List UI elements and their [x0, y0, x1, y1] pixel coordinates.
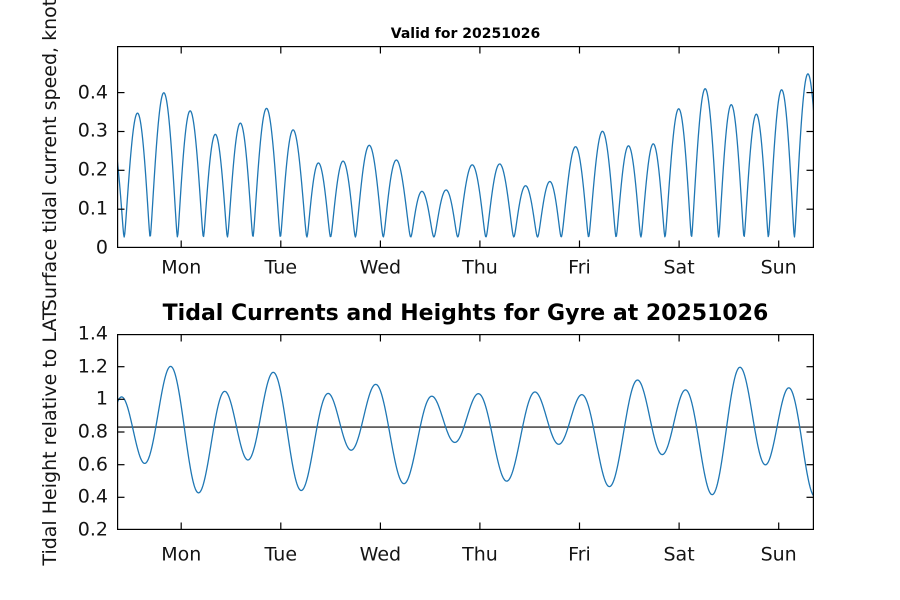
- top-chart-plot-area: [117, 46, 814, 248]
- top-chart-y-tick-label: 0.4: [77, 81, 108, 104]
- top-chart-y-tick-label: 0.3: [77, 119, 108, 142]
- top-chart-y-tick-label: 0: [95, 236, 108, 259]
- bottom-chart-x-tick-label: Tue: [264, 543, 298, 566]
- bottom-chart-x-tick-label: Sun: [760, 543, 797, 566]
- tide-height-curve: [117, 365, 814, 497]
- bottom-chart-y-tick-label: 1.2: [77, 355, 108, 378]
- top-chart-x-tick-label: Wed: [359, 256, 402, 279]
- bottom-chart-y-tick-label: 0.8: [77, 420, 108, 443]
- bottom-chart-x-tick-label: Fri: [568, 543, 591, 566]
- bottom-chart-y-tick-label: 1: [95, 387, 108, 410]
- top-chart-y-axis-label: Surface tidal current speed, knots: [39, 0, 61, 312]
- bottom-chart-x-tick-label: Wed: [359, 543, 402, 566]
- top-chart-x-tick-label: Sat: [663, 256, 695, 279]
- bottom-chart-y-tick-label: 0.6: [77, 453, 108, 476]
- bottom-chart-axes-box: [117, 334, 814, 530]
- top-chart-axes-box: [117, 46, 814, 248]
- bottom-chart-y-tick-label: 1.4: [77, 322, 108, 345]
- top-chart-x-tick-label: Sun: [760, 256, 797, 279]
- bottom-chart-title: Tidal Currents and Heights for Gyre at 2…: [162, 301, 769, 326]
- top-chart-x-tick-label: Tue: [264, 256, 298, 279]
- top-chart-title: Valid for 20251026: [390, 26, 541, 42]
- bottom-chart-x-tick-label: Thu: [462, 543, 498, 566]
- bottom-chart-y-tick-label: 0.4: [77, 485, 108, 508]
- top-chart-x-tick-label: Fri: [568, 256, 591, 279]
- bottom-chart-x-tick-label: Sat: [663, 543, 695, 566]
- bottom-chart-plot-area: [117, 334, 814, 530]
- bottom-chart-x-tick-label: Mon: [161, 543, 202, 566]
- top-chart-y-tick-label: 0.1: [77, 197, 108, 220]
- bottom-chart-y-tick-label: 0.2: [77, 518, 108, 541]
- top-chart-y-tick-label: 0.2: [77, 158, 108, 181]
- bottom-chart-y-axis-label: Tidal Height relative to LAT: [39, 308, 61, 566]
- top-chart-x-tick-label: Mon: [161, 256, 202, 279]
- current-speed-curve: [117, 73, 814, 238]
- top-chart-x-tick-label: Thu: [462, 256, 498, 279]
